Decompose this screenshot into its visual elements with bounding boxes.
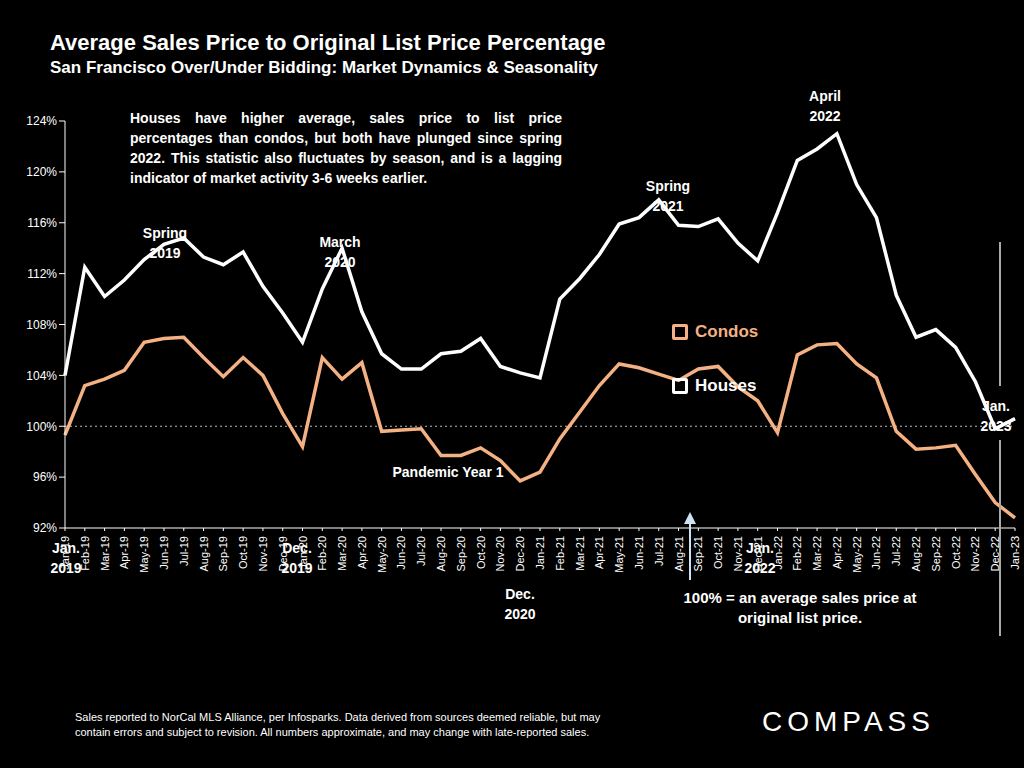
- svg-text:Apr-19: Apr-19: [118, 536, 130, 569]
- html-text:100% = an average sales price: 100% = an average sales price at: [683, 589, 917, 606]
- svg-text:Jun-21: Jun-21: [633, 536, 645, 570]
- html-text:2019: 2019: [281, 560, 313, 576]
- html-text:Jan.: Jan.: [52, 540, 80, 556]
- html-text:Houses: Houses: [695, 376, 757, 395]
- html-text:COMPASS: COMPASS: [762, 706, 935, 737]
- html-text:2022: 2022: [809, 108, 841, 124]
- html-text:Spring: Spring: [142, 225, 188, 241]
- svg-text:Jul-20: Jul-20: [415, 536, 427, 566]
- svg-text:Feb-22: Feb-22: [791, 536, 803, 571]
- svg-text:Jun-19: Jun-19: [158, 536, 170, 570]
- html-text:2020: 2020: [324, 254, 356, 270]
- svg-text:Jul-19: Jul-19: [178, 536, 190, 566]
- svg-text:Mar-19: Mar-19: [99, 536, 111, 571]
- svg-text:Feb-19: Feb-19: [78, 536, 91, 571]
- html-text:Sales reported to NorCal MLS A: Sales reported to NorCal MLS Alliance, p…: [75, 711, 601, 723]
- html-text:Condos: Condos: [695, 322, 759, 341]
- html-text:Houses have higher average, sa: Houses have higher average, sales price …: [130, 110, 562, 186]
- html-text:2019: 2019: [149, 245, 181, 261]
- svg-text:May-19: May-19: [138, 536, 150, 573]
- svg-text:Mar-22: Mar-22: [811, 536, 823, 571]
- svg-text:Jan-22: Jan-22: [771, 536, 784, 570]
- svg-text:Feb-21: Feb-21: [554, 536, 566, 571]
- html-text:2021: 2021: [652, 198, 684, 214]
- svg-text:Sep-20: Sep-20: [455, 536, 467, 571]
- svg-text:Mar-20: Mar-20: [336, 536, 348, 571]
- svg-text:Nov-20: Nov-20: [494, 536, 506, 571]
- svg-text:Jun-20: Jun-20: [395, 536, 407, 570]
- svg-text:96%: 96%: [33, 470, 57, 484]
- svg-text:Nov-19: Nov-19: [257, 536, 269, 571]
- svg-text:Oct-19: Oct-19: [237, 536, 249, 569]
- svg-text:112%: 112%: [27, 267, 57, 281]
- svg-text:Dec-20: Dec-20: [514, 536, 526, 571]
- html-text:Average Sales Price to Origina: Average Sales Price to Original List Pri…: [50, 30, 606, 55]
- svg-text:92%: 92%: [33, 521, 57, 535]
- svg-text:120%: 120%: [26, 165, 57, 179]
- svg-text:May-20: May-20: [376, 536, 388, 573]
- svg-text:Feb-20: Feb-20: [316, 536, 328, 571]
- svg-text:Jan-23: Jan-23: [1009, 536, 1016, 570]
- html-text:original list price.: original list price.: [737, 609, 863, 626]
- svg-text:Sep-19: Sep-19: [217, 536, 229, 571]
- html-text:2020: 2020: [504, 606, 536, 622]
- html-text:San Francisco Over/Under Biddi: San Francisco Over/Under Bidding: Market…: [50, 58, 598, 77]
- html-text:Pandemic Year 1: Pandemic Year 1: [392, 464, 504, 480]
- html-text:Dec.: Dec.: [282, 540, 312, 556]
- svg-text:Sep-22: Sep-22: [930, 536, 942, 571]
- svg-text:Nov-22: Nov-22: [969, 536, 981, 571]
- svg-text:104%: 104%: [26, 369, 57, 383]
- html-text:2019: 2019: [50, 560, 82, 576]
- svg-text:Oct-22: Oct-22: [950, 536, 962, 569]
- html-text:Jan.: Jan.: [982, 398, 1010, 414]
- svg-text:Mar-21: Mar-21: [574, 536, 586, 571]
- html-text:2022: 2022: [744, 560, 776, 576]
- svg-text:Aug-19: Aug-19: [198, 536, 210, 571]
- svg-text:Aug-22: Aug-22: [910, 536, 922, 571]
- svg-text:Sep-21: Sep-21: [692, 536, 704, 571]
- svg-text:108%: 108%: [26, 318, 57, 332]
- html-text:2023: 2023: [980, 418, 1012, 434]
- html-text:Dec.: Dec.: [505, 586, 535, 602]
- svg-text:Apr-20: Apr-20: [356, 536, 368, 569]
- svg-text:100%: 100%: [26, 420, 57, 434]
- svg-text:May-22: May-22: [851, 536, 863, 573]
- html-text:March: March: [319, 234, 361, 250]
- svg-text:124%: 124%: [26, 114, 57, 128]
- svg-text:Apr-21: Apr-21: [593, 536, 605, 569]
- svg-text:Nov-21: Nov-21: [732, 536, 744, 571]
- svg-text:Oct-21: Oct-21: [712, 536, 724, 569]
- svg-text:Jun-22: Jun-22: [870, 536, 882, 570]
- svg-text:Oct-20: Oct-20: [475, 536, 487, 569]
- svg-text:Jul-21: Jul-21: [653, 536, 665, 566]
- html-text:contain errors and subject to: contain errors and subject to revision. …: [75, 726, 590, 738]
- svg-text:Apr-22: Apr-22: [831, 536, 843, 569]
- html-text:Spring: Spring: [645, 178, 691, 194]
- html-text:April: April: [809, 88, 841, 104]
- html-text:Jan.: Jan.: [746, 540, 774, 556]
- svg-text:Aug-21: Aug-21: [673, 536, 685, 571]
- svg-text:Jul-22: Jul-22: [890, 536, 902, 566]
- svg-text:Dec-22: Dec-22: [989, 536, 1001, 571]
- svg-text:Jan-21: Jan-21: [534, 536, 546, 570]
- svg-text:May-21: May-21: [613, 536, 625, 573]
- svg-text:Aug-20: Aug-20: [435, 536, 447, 571]
- svg-text:116%: 116%: [27, 216, 57, 230]
